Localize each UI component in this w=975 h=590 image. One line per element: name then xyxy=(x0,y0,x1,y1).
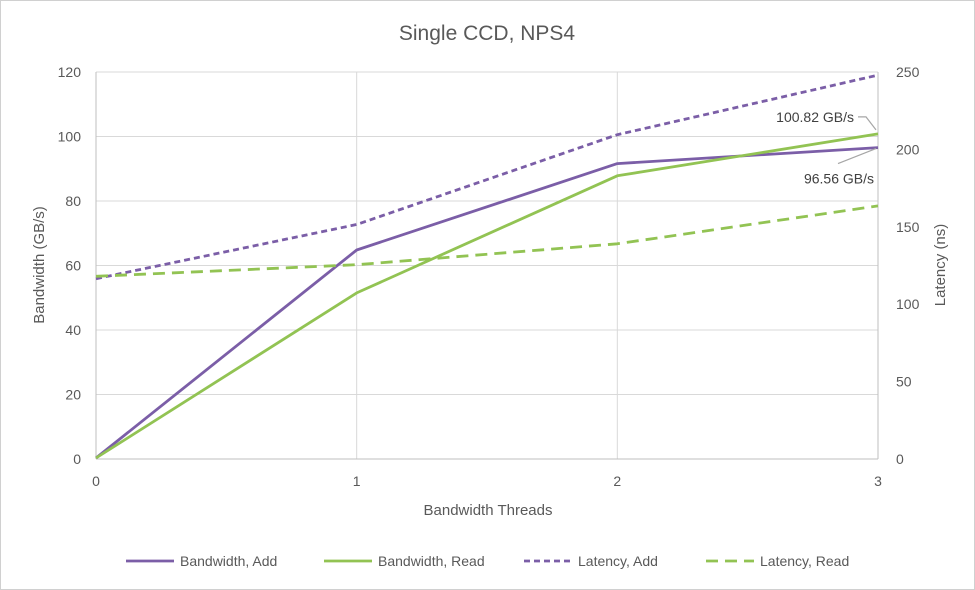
legend: Bandwidth, Add Bandwidth, Read Latency, Ad… xyxy=(126,553,849,569)
y-tick-5: 100 xyxy=(58,129,82,145)
x-axis-title: Bandwidth Threads xyxy=(424,502,553,519)
y2-tick-5: 250 xyxy=(896,64,920,80)
y2-tick-1: 50 xyxy=(896,374,912,390)
y2-tick-4: 200 xyxy=(896,141,920,157)
series-line-bandwidth-read xyxy=(95,132,879,460)
x-tick-2: 2 xyxy=(613,473,621,489)
x-tick-0: 0 xyxy=(92,473,100,489)
series-line-bandwidth-add xyxy=(95,146,879,460)
gridlines xyxy=(96,71,878,459)
annotation-bandwidth-add: 96.56 GB/s xyxy=(804,171,874,187)
legend-label-bandwidth-add: Bandwidth, Add xyxy=(180,553,277,569)
annotation-bandwidth-read: 100.82 GB/s xyxy=(776,109,854,125)
y-tick-2: 40 xyxy=(65,322,81,338)
series-lines xyxy=(95,73,879,460)
series-line-latency-add xyxy=(95,73,879,281)
series-line-latency-read xyxy=(95,204,879,278)
axes xyxy=(95,72,879,460)
data-annotations: 100.82 GB/s 96.56 GB/s xyxy=(776,109,877,187)
y2-axis-title: Latency (ns) xyxy=(932,224,949,307)
y2-tick-3: 150 xyxy=(896,219,920,235)
chart-title: Single CCD, NPS4 xyxy=(399,22,576,45)
y-tick-0: 0 xyxy=(73,451,81,467)
tick-labels: 0 20 40 60 80 100 120 0 50 100 150 200 250 0 1 2 3 xyxy=(58,64,920,489)
y-axis-title: Bandwidth (GB/s) xyxy=(31,206,48,324)
y-tick-6: 120 xyxy=(58,64,82,80)
y-tick-3: 60 xyxy=(65,258,81,274)
y2-tick-0: 0 xyxy=(896,451,904,467)
legend-label-bandwidth-read: Bandwidth, Read xyxy=(378,553,485,569)
annotation-leader-add xyxy=(837,148,877,165)
legend-label-latency-read: Latency, Read xyxy=(760,553,849,569)
y-tick-1: 20 xyxy=(65,387,81,403)
y-tick-4: 80 xyxy=(65,193,81,209)
legend-label-latency-add: Latency, Add xyxy=(578,553,658,569)
annotation-leader-read xyxy=(858,116,877,131)
y2-tick-2: 100 xyxy=(896,296,920,312)
x-tick-3: 3 xyxy=(874,473,882,489)
x-tick-1: 1 xyxy=(353,473,361,489)
